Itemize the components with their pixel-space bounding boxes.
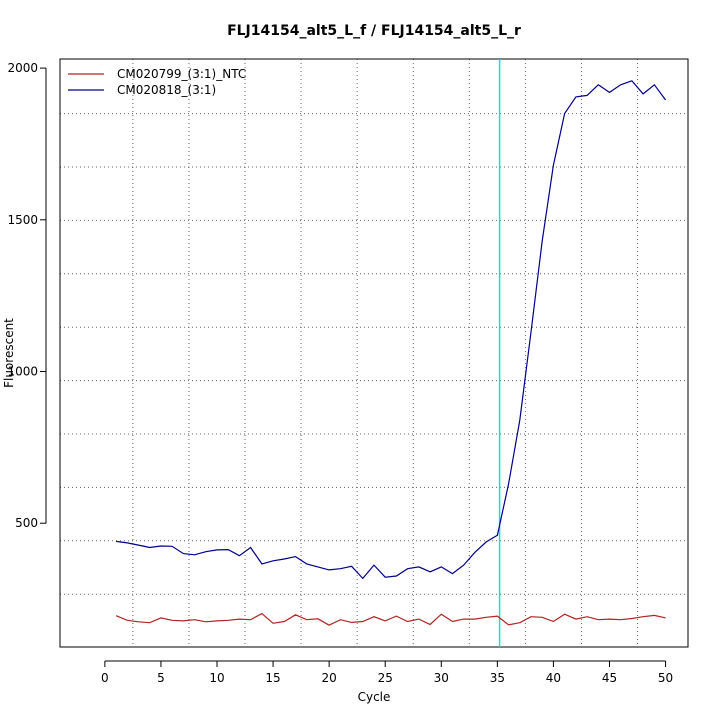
x-axis: 0 5 10 15 20 25 30 35 40 45 50 [101, 660, 673, 685]
x-axis-label: Cycle [358, 690, 391, 704]
series-lines [115, 80, 667, 626]
x-tick-label: 25 [378, 671, 393, 685]
y-axis: 500 1000 1500 2000 [7, 61, 47, 530]
x-tick-label: 50 [658, 671, 673, 685]
x-tick-label: 35 [490, 671, 505, 685]
grid-lines [60, 59, 688, 647]
plot-frame [59, 58, 689, 648]
y-tick-label: 1500 [7, 213, 38, 227]
x-tick-label: 20 [322, 671, 337, 685]
x-tick-label: 30 [434, 671, 449, 685]
x-tick-label: 0 [101, 671, 109, 685]
y-tick-label: 1000 [7, 365, 38, 379]
x-tick-label: 40 [546, 671, 561, 685]
series-line-1 [115, 612, 666, 626]
x-tick-label: 5 [157, 671, 165, 685]
y-tick-label: 500 [15, 516, 38, 530]
y-axis-label: Fluorescent [2, 318, 16, 388]
legend-label-1: CM020799_(3:1)_NTC [117, 67, 246, 81]
legend: CM020799_(3:1)_NTC CM020818_(3:1) [68, 67, 246, 97]
x-tick-label: 15 [265, 671, 280, 685]
x-tick-label: 10 [209, 671, 224, 685]
y-tick-label: 2000 [7, 61, 38, 75]
series-line-2 [116, 80, 667, 580]
chart-title: FLJ14154_alt5_L_f / FLJ14154_alt5_L_r [227, 23, 521, 39]
legend-label-2: CM020818_(3:1) [117, 83, 216, 97]
x-tick-label: 45 [602, 671, 617, 685]
